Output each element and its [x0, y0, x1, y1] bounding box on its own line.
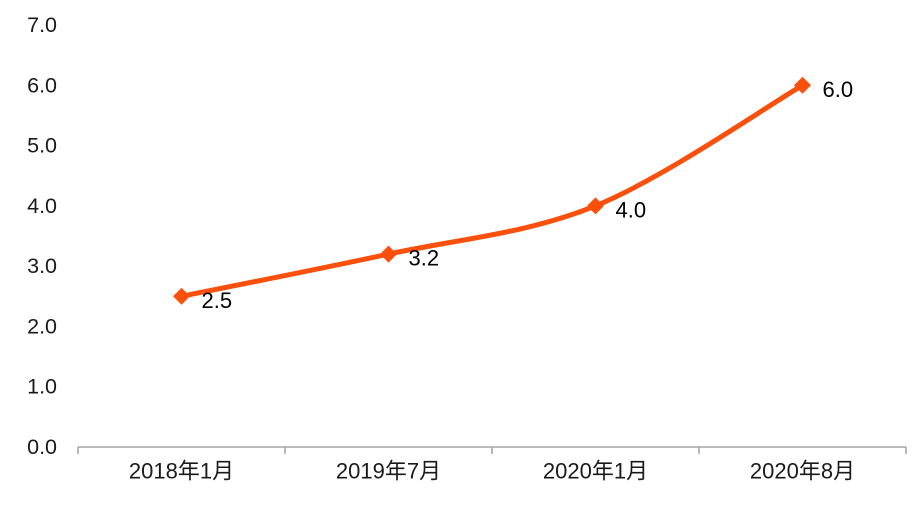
- x-axis-category-label: 2020年1月: [543, 459, 648, 484]
- data-point-label: 6.0: [823, 77, 854, 102]
- data-point-marker: [794, 76, 811, 94]
- data-point-label: 3.2: [409, 246, 440, 271]
- y-axis-tick-label: 3.0: [27, 254, 57, 278]
- x-axis-category-label: 2020年8月: [750, 459, 855, 484]
- data-point-label: 4.0: [616, 197, 647, 222]
- y-axis-tick-label: 1.0: [27, 375, 57, 399]
- series-line: [179, 82, 805, 299]
- x-axis-category-label: 2018年1月: [129, 459, 234, 484]
- y-axis-tick-label: 2.0: [27, 314, 57, 338]
- data-point-label: 2.5: [202, 288, 233, 313]
- y-axis-tick-label: 0.0: [27, 435, 57, 459]
- y-axis-tick-label: 4.0: [27, 194, 57, 218]
- y-axis-tick-label: 6.0: [27, 73, 57, 97]
- data-point-marker: [380, 245, 397, 263]
- y-axis-tick-label: 5.0: [27, 134, 57, 158]
- x-axis-category-label: 2019年7月: [336, 459, 441, 484]
- y-axis-tick-label: 7.0: [27, 13, 57, 37]
- data-point-marker: [587, 197, 604, 215]
- data-point-marker: [173, 287, 190, 305]
